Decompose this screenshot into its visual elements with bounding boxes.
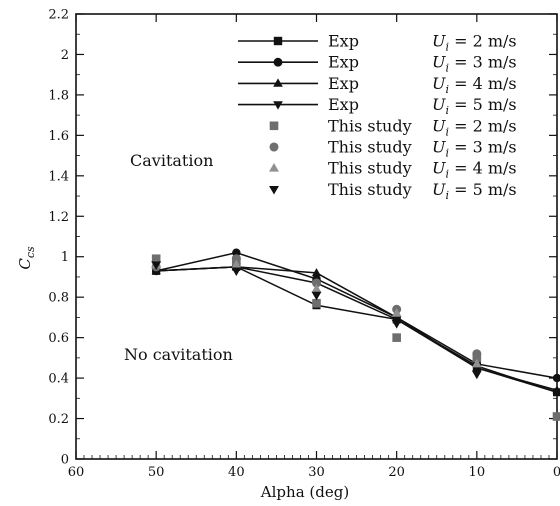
legend-marker [269, 121, 279, 131]
data-point [231, 267, 242, 277]
legend-marker [273, 57, 283, 67]
data-point [311, 278, 322, 288]
data-point [311, 268, 322, 277]
data-point [391, 308, 402, 317]
legend-marker [273, 36, 283, 46]
data-point [231, 259, 242, 269]
data-point [312, 298, 321, 308]
data-point [231, 254, 241, 264]
x-tick-label: 50 [148, 465, 165, 480]
y-tick-label: 0.8 [48, 291, 69, 306]
legend-marker [273, 101, 283, 110]
legend: Exp Ui = 2 m/s Exp Ui = 3 m/s Exp Ui = 4 m/s E… [238, 32, 517, 202]
y-tick-label: 1 [61, 250, 69, 265]
data-point [311, 283, 322, 293]
data-point [472, 349, 482, 359]
series-line-2 [156, 266, 558, 391]
y-tick-label: 0.4 [48, 372, 69, 387]
legend-marker [269, 142, 279, 152]
data-point [311, 291, 322, 301]
legend-marker [269, 185, 279, 195]
legend-speed: Ui = 3 m/s [432, 138, 517, 160]
data-point [151, 254, 161, 264]
y-tick-label: 1.6 [48, 129, 69, 144]
legend-label: This study [328, 138, 412, 157]
legend-speed: Ui = 2 m/s [432, 32, 517, 54]
y-tick-label: 1.2 [48, 210, 69, 225]
x-tick-label: 20 [388, 465, 405, 480]
data-point [471, 370, 482, 380]
legend-speed: Ui = 4 m/s [432, 74, 517, 96]
y-tick-label: 1.8 [48, 88, 69, 103]
data-point [392, 333, 401, 342]
y-tick-label: 0.2 [48, 412, 69, 427]
axis-ticks: 60 50 40 30 20 10 0 0 0.2 0.4 0.6 0.8 1 1.2 1.4 1.6 1.8 2… [48, 8, 560, 481]
legend-label: This study [328, 116, 412, 135]
legend-label: Exp [328, 95, 359, 114]
data-point [471, 358, 482, 368]
legend-marker [269, 163, 279, 172]
y-tick-label: 0 [61, 453, 69, 468]
series-line-3 [156, 266, 558, 393]
legend-label: This study [328, 180, 412, 199]
y-tick-label: 2.2 [48, 8, 69, 23]
data-point [552, 389, 560, 398]
annotation-cavitation: Cavitation [130, 151, 213, 170]
series-line-1 [156, 251, 558, 379]
x-tick-label: 10 [469, 465, 486, 480]
x-tick-label: 60 [68, 465, 85, 480]
x-tick-label: 30 [308, 465, 325, 480]
series-lines [156, 251, 558, 393]
legend-speed: Ui = 4 m/s [432, 159, 517, 181]
y-tick-label: 2 [61, 48, 69, 63]
series-markers [151, 248, 560, 421]
legend-speed: Ui = 2 m/s [432, 116, 517, 138]
data-point [151, 261, 162, 270]
legend-label: Exp [328, 53, 359, 72]
y-tick-label: 1.4 [48, 169, 69, 184]
annotation-no-cavitation: No cavitation [124, 345, 233, 364]
data-point [391, 320, 402, 329]
y-axis-label: Ccs [16, 246, 37, 270]
legend-label: Exp [328, 74, 359, 93]
legend-label: This study [328, 159, 412, 178]
legend-speed: Ui = 3 m/s [432, 53, 517, 75]
legend-speed: Ui = 5 m/s [432, 95, 517, 117]
y-tick-label: 0.6 [48, 331, 69, 346]
legend-label: Exp [328, 32, 359, 51]
legend-speed: Ui = 5 m/s [432, 180, 517, 202]
data-point [552, 373, 560, 383]
x-axis-label: Alpha (deg) [260, 483, 349, 501]
x-tick-label: 40 [228, 465, 245, 480]
data-point [552, 412, 560, 421]
x-tick-label: 0 [553, 465, 560, 480]
legend-marker [273, 78, 283, 87]
